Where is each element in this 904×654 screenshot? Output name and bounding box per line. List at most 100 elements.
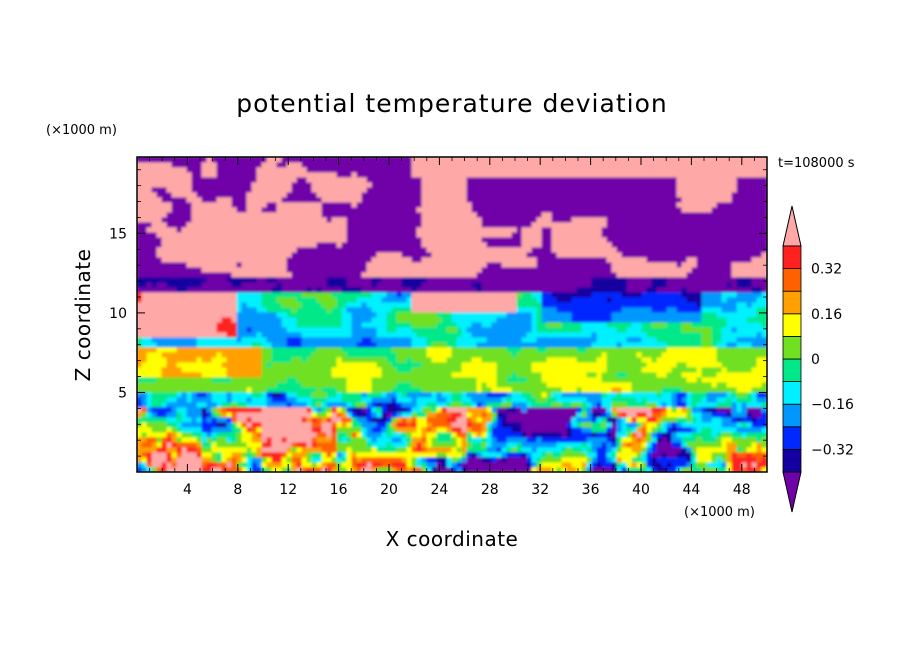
heatmap-cell: [166, 201, 173, 208]
heatmap-cell: [241, 206, 248, 213]
heatmap-cell: [461, 251, 468, 258]
heatmap-cell: [406, 381, 413, 388]
heatmap-cell: [301, 181, 308, 188]
heatmap-cell: [196, 316, 203, 323]
heatmap-cell: [141, 336, 148, 343]
heatmap-cell: [421, 166, 428, 173]
heatmap-cell: [451, 266, 458, 273]
heatmap-cell: [291, 196, 298, 203]
heatmap-cell: [476, 186, 483, 193]
heatmap-cell: [316, 201, 323, 208]
heatmap-cell: [396, 216, 403, 223]
heatmap-cell: [426, 361, 433, 368]
heatmap-cell: [181, 366, 188, 373]
heatmap-cell: [276, 246, 283, 253]
heatmap-cell: [386, 251, 393, 258]
heatmap-cell: [421, 241, 428, 248]
heatmap-cell: [526, 361, 533, 368]
heatmap-cell: [446, 296, 453, 303]
heatmap-cell: [431, 466, 438, 472]
heatmap-cell: [226, 256, 233, 263]
heatmap-cell: [531, 426, 538, 433]
heatmap-cell: [411, 201, 418, 208]
heatmap-cell: [511, 341, 518, 348]
heatmap-cell: [196, 371, 203, 378]
heatmap-cell: [461, 361, 468, 368]
heatmap-cell: [141, 436, 148, 443]
heatmap-cell: [376, 391, 383, 398]
heatmap-cell: [481, 176, 488, 183]
heatmap-cell: [201, 261, 208, 268]
heatmap-cell: [321, 326, 328, 333]
heatmap-cell: [356, 216, 363, 223]
heatmap-cell: [266, 191, 273, 198]
heatmap-cell: [221, 276, 228, 283]
heatmap-cell: [266, 361, 273, 368]
heatmap-cell: [241, 306, 248, 313]
heatmap-cell: [181, 421, 188, 428]
heatmap-cell: [466, 236, 473, 243]
heatmap-cell: [246, 456, 253, 463]
heatmap-cell: [386, 191, 393, 198]
heatmap-cell: [161, 171, 168, 178]
heatmap-cell: [171, 366, 178, 373]
heatmap-cell: [441, 196, 448, 203]
heatmap-cell: [191, 171, 198, 178]
heatmap-cell: [386, 236, 393, 243]
heatmap-cell: [516, 171, 523, 178]
heatmap-cell: [296, 261, 303, 268]
heatmap-cell: [186, 291, 193, 298]
heatmap-cell: [256, 451, 263, 458]
heatmap-cell: [171, 216, 178, 223]
heatmap-cell: [401, 426, 408, 433]
heatmap-cell: [186, 216, 193, 223]
heatmap-cell: [431, 456, 438, 463]
heatmap-cell: [441, 336, 448, 343]
heatmap-cell: [431, 157, 438, 163]
heatmap-cell: [501, 261, 508, 268]
heatmap-cell: [486, 366, 493, 373]
heatmap-cell: [171, 311, 178, 318]
heatmap-cell: [191, 251, 198, 258]
heatmap-cell: [291, 176, 298, 183]
heatmap-cell: [316, 186, 323, 193]
heatmap-cell: [516, 176, 523, 183]
heatmap-cell: [361, 196, 368, 203]
heatmap-cell: [266, 226, 273, 233]
heatmap-cell: [291, 336, 298, 343]
heatmap-cell: [251, 181, 258, 188]
heatmap-cell: [526, 376, 533, 383]
heatmap-cell: [316, 291, 323, 298]
heatmap-cell: [476, 406, 483, 413]
heatmap-cell: [186, 316, 193, 323]
heatmap-cell: [466, 331, 473, 338]
heatmap-cell: [316, 431, 323, 438]
heatmap-cell: [516, 266, 523, 273]
heatmap-cell: [171, 356, 178, 363]
heatmap-cell: [156, 326, 163, 333]
heatmap-cell: [321, 401, 328, 408]
heatmap-cell: [186, 386, 193, 393]
heatmap-cell: [466, 361, 473, 368]
heatmap-cell: [256, 386, 263, 393]
heatmap-cell: [191, 421, 198, 428]
heatmap-cell: [196, 157, 203, 163]
heatmap-cell: [241, 201, 248, 208]
heatmap-cell: [241, 161, 248, 168]
heatmap-cell: [376, 366, 383, 373]
heatmap-cell: [471, 236, 478, 243]
heatmap-cell: [526, 271, 533, 278]
heatmap-cell: [321, 216, 328, 223]
heatmap-cell: [291, 366, 298, 373]
heatmap-cell: [336, 421, 343, 428]
heatmap-cell: [406, 206, 413, 213]
heatmap-cell: [356, 376, 363, 383]
heatmap-cell: [511, 186, 518, 193]
heatmap-cell: [221, 301, 228, 308]
heatmap-cell: [176, 181, 183, 188]
heatmap-cell: [241, 271, 248, 278]
heatmap-cell: [266, 411, 273, 418]
heatmap-cell: [336, 441, 343, 448]
heatmap-cell: [161, 246, 168, 253]
heatmap-cell: [186, 231, 193, 238]
